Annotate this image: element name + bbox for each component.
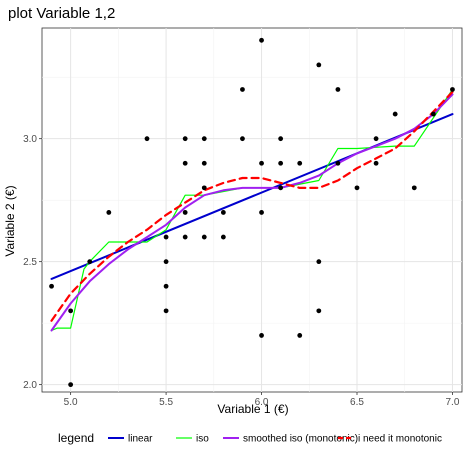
data-point — [392, 111, 398, 117]
legend-title: legend — [58, 431, 94, 445]
series-line-smoothed-iso-monotonic — [50, 93, 454, 332]
legend-label-1: iso — [196, 434, 209, 445]
data-point — [278, 185, 284, 191]
data-point — [259, 333, 264, 338]
data-point — [316, 308, 322, 314]
data-point — [278, 160, 284, 166]
data-point — [259, 210, 264, 215]
data-points — [49, 37, 455, 388]
data-point — [259, 37, 264, 43]
x-tick-label: 6.5 — [350, 397, 364, 408]
data-point — [49, 283, 54, 289]
data-point — [220, 210, 226, 215]
data-point — [354, 185, 360, 191]
plot-panel-border — [41, 27, 463, 393]
y-tick-label: 3.0 — [23, 134, 37, 145]
data-point — [182, 136, 188, 142]
data-point — [240, 136, 245, 142]
data-point — [373, 136, 379, 142]
y-tick-label: 2.0 — [23, 380, 37, 391]
data-point — [278, 136, 284, 142]
data-point — [335, 87, 341, 92]
x-tick-label: 5.5 — [159, 397, 173, 408]
data-point — [68, 308, 74, 314]
series-lines — [50, 88, 454, 332]
data-point — [163, 308, 169, 314]
legend: legend linear iso smoothed iso (monotonic)… — [58, 431, 442, 445]
data-point — [316, 259, 322, 265]
data-point — [201, 234, 207, 240]
x-tick-label: 5.0 — [64, 397, 78, 408]
data-point — [201, 136, 207, 142]
data-point — [430, 111, 436, 117]
data-point — [240, 87, 245, 92]
legend-label-0: linear — [128, 434, 153, 445]
data-point — [144, 136, 150, 142]
data-point — [411, 185, 417, 191]
data-point — [182, 160, 188, 166]
data-point — [297, 160, 303, 166]
legend-label-2: smoothed iso (monotonic) — [243, 434, 358, 445]
data-point — [163, 234, 169, 240]
data-point — [163, 259, 169, 265]
x-tick-label: 7.0 — [446, 397, 460, 408]
data-point — [87, 259, 93, 265]
y-tick-label: 2.5 — [23, 257, 37, 268]
x-tick-label: 6.0 — [255, 397, 269, 408]
data-point — [335, 160, 341, 166]
data-point — [373, 160, 379, 166]
data-point — [201, 160, 207, 166]
y-axis-title: Variable 2 (€) — [3, 185, 17, 256]
data-point — [182, 234, 188, 240]
data-point — [106, 210, 112, 215]
data-point — [297, 333, 303, 338]
series-line-i-need-it-monotonic — [50, 90, 454, 322]
chart-title: plot Variable 1,2 — [8, 5, 115, 22]
legend-label-3: i need it monotonic — [358, 434, 442, 445]
data-point — [450, 87, 455, 92]
data-point — [259, 160, 264, 166]
x-axis-title: Variable 1 (€) — [217, 402, 288, 416]
plot-panel — [41, 27, 463, 393]
data-point — [182, 210, 188, 215]
data-point — [201, 185, 207, 191]
data-point — [316, 62, 322, 68]
data-point — [220, 234, 226, 240]
axis-ticks: 5.0 5.5 6.0 6.5 7.0 2.0 2.5 3.0 — [23, 134, 460, 408]
data-point — [163, 283, 169, 289]
data-point — [68, 382, 74, 388]
